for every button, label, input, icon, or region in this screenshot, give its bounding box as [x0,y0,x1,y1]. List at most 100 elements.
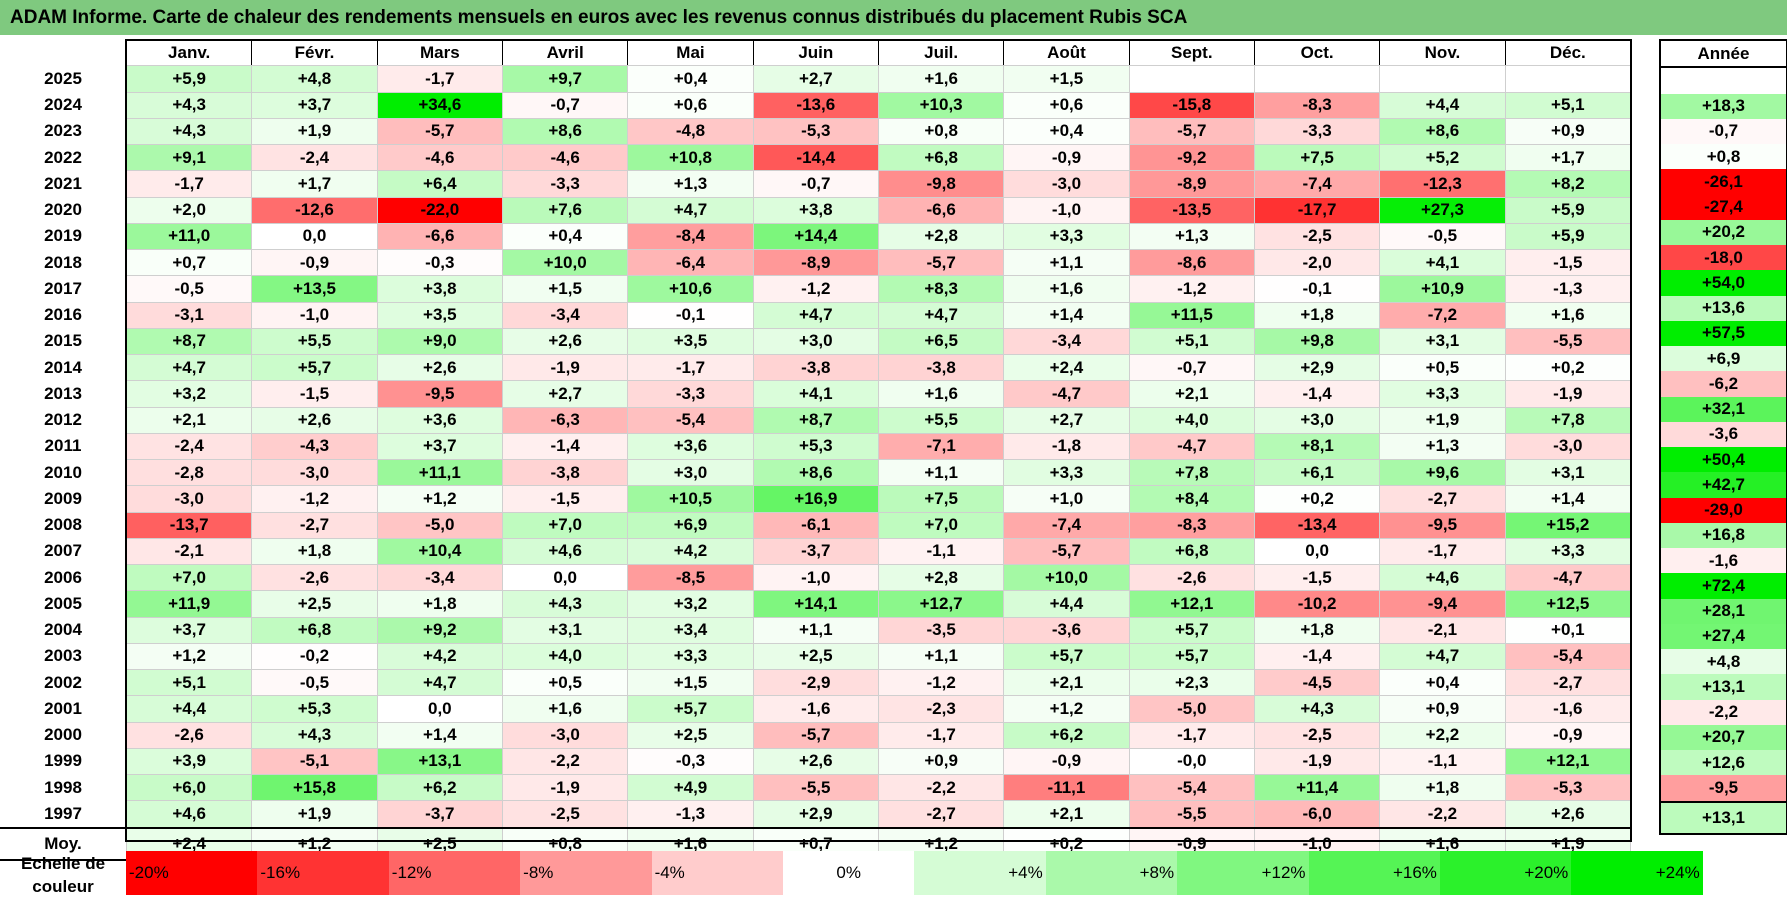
heat-cell: -0,3 [627,747,754,776]
year-label: 2006 [44,567,82,587]
table-row: 2002 +5,1 -0,5 +4,7 +0,5 +1,5 -2,9 -1,2 +2,1 +2,3… [0,668,1632,697]
heat-cell: +0,7 [125,248,253,277]
heat-cell: -1,7 [877,721,1005,749]
heat-cell: +4,3 [125,117,253,146]
annual-row: -3,6 [1659,421,1787,447]
color-scale-swatch: 0% [782,851,915,895]
heat-cell: -5,1 [251,747,378,776]
annual-cell: +13,1 [1659,674,1787,700]
heat-cell: -8,5 [627,563,754,592]
annual-row: -9,5 [1659,775,1787,802]
heat-cell: +2,2 [1379,721,1506,749]
heat-cell: +15,2 [1504,511,1632,539]
heat-cell: 0,0 [501,563,629,592]
heat-cell: +2,1 [1128,380,1255,408]
heat-cell: -7,1 [877,432,1005,461]
heat-cell: +11,4 [1253,773,1381,802]
heat-cell: -1,9 [501,353,629,382]
heat-cell: +6,0 [125,773,253,802]
heat-cell: -6,0 [1253,800,1381,828]
heat-cell: -1,9 [501,773,629,802]
heat-cell: -15,8 [1128,91,1255,119]
heat-cell: +7,8 [1128,458,1255,487]
table-row: 1997 +4,6 +1,9 -3,7 -2,5 -1,3 +2,9 -2,7 +2,1 -5,5… [0,800,1632,828]
table-row: 2021 -1,7 +1,7 +6,4 -3,3 +1,3 -0,7 -9,8 -3,0 -8,9… [0,170,1632,198]
annual-row: +27,4 [1659,623,1787,649]
month-header: Sept. [1128,38,1255,67]
annual-cell: -0,7 [1659,118,1787,144]
heat-cell: +4,3 [501,590,629,618]
year-label: 2011 [44,436,82,456]
color-scale-swatch: +8% [1045,851,1178,895]
heat-cell: +4,7 [1379,642,1506,671]
heat-cell: +8,1 [1253,432,1381,461]
heat-cell: +4,6 [125,800,253,828]
year-label: 2009 [44,488,82,508]
heat-cell: +3,3 [1379,380,1506,408]
heat-cell: -0,9 [1504,721,1632,749]
color-scale-swatch: +4% [914,851,1046,895]
month-header: Déc. [1504,38,1632,67]
heat-cell: +2,3 [1128,668,1255,697]
heat-cell: +6,1 [1253,458,1381,487]
heat-cell: +2,6 [752,747,879,776]
header-corner [0,40,127,66]
heat-cell: -2,1 [125,537,253,566]
annual-row: +16,8 [1659,522,1787,548]
heat-cell: -3,4 [376,563,503,592]
heat-cell: +0,2 [1253,485,1381,513]
annual-row: +0,8 [1659,144,1787,170]
heat-cell: +9,0 [376,327,503,356]
heat-cell: +16,9 [752,485,879,513]
table-row: 1998 +6,0 +15,8 +6,2 -1,9 +4,9 -5,5 -2,2 -11,1 -5… [0,773,1632,802]
heat-cell: -8,9 [1128,170,1255,198]
heat-cell: -3,7 [752,537,879,566]
heat-cell: -5,7 [376,117,503,146]
year-label: 2018 [44,252,82,272]
heat-cell: +27,3 [1379,196,1506,224]
heat-cell: -5,3 [1504,773,1632,802]
heat-cell: +5,7 [1003,642,1130,671]
heat-cell: -1,9 [1253,747,1381,776]
heat-cell: -10,2 [1253,590,1381,618]
heat-cell: -0,9 [251,248,378,277]
heat-cell: -3,0 [1003,170,1130,198]
table-row: 2001 +4,4 +5,3 0,0 +1,6 +5,7 -1,6 -2,3 +1,2 -5,0 +… [0,695,1632,723]
heat-cell: +12,7 [877,590,1005,618]
heat-cell: -1,7 [376,65,503,93]
heat-cell: +11,9 [125,590,253,618]
heat-cell: +10,6 [627,275,754,303]
heat-cell: +1,8 [1253,616,1381,644]
heat-cell: -2,6 [125,721,253,749]
heat-cell: +1,6 [1504,301,1632,329]
table-row: 2009 -3,0 -1,2 +1,2 -1,5 +10,5 +16,9 +7,5 +1,0 +8… [0,485,1632,513]
year-label: 2001 [44,698,82,718]
heat-cell: +0,5 [1379,353,1506,382]
heat-cell: +8,6 [1379,117,1506,146]
heat-cell: -8,3 [1128,511,1255,539]
annual-row: +4,8 [1659,649,1787,675]
heat-cell: +2,7 [1003,406,1130,434]
year-label: 2004 [44,620,82,640]
heat-cell: +1,7 [1504,143,1632,172]
year-label: 2013 [44,383,82,403]
heat-cell: +1,7 [251,170,378,198]
heat-cell: +13,1 [376,747,503,776]
heat-cell: +3,7 [251,91,378,119]
heat-cell: +1,4 [1504,485,1632,513]
heat-cell: -9,4 [1379,590,1506,618]
heat-cell: +1,1 [1003,248,1130,277]
table-row: 2018 +0,7 -0,9 -0,3 +10,0 -6,4 -8,9 -5,7 +1,1 -8,… [0,248,1632,277]
heat-cell: +4,7 [877,301,1005,329]
heat-cell: +8,3 [877,275,1005,303]
heat-cell: +2,5 [251,590,378,618]
annual-cell: +16,8 [1659,522,1787,548]
year-label: 2014 [44,357,82,377]
heat-cell: -0,5 [251,668,378,697]
heat-cell: -1,1 [877,537,1005,566]
heat-cell: -2,5 [501,800,629,828]
heat-cell: +0,8 [877,117,1005,146]
heat-cell: -2,8 [125,458,253,487]
heat-cell: -4,7 [1003,380,1130,408]
heat-cell: +7,6 [501,196,629,224]
